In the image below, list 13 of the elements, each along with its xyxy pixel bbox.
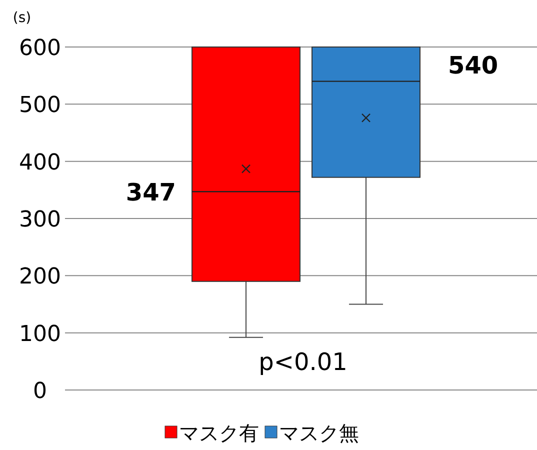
legend-label: マスク有: [179, 421, 259, 445]
y-tick-label: 0: [33, 379, 47, 404]
annotation: 347: [126, 178, 176, 207]
y-axis-title: (s): [12, 10, 32, 26]
legend-label: マスク無: [279, 421, 359, 445]
y-tick-label: 200: [19, 264, 61, 290]
y-tick-label: 300: [19, 208, 61, 232]
annotation: p<0.01: [258, 348, 348, 376]
y-tick-label: 600: [19, 36, 61, 61]
y-tick-label: 500: [19, 93, 61, 118]
y-tick-label: 400: [19, 150, 61, 176]
annotation: 540: [448, 51, 498, 80]
y-tick-label: 100: [19, 322, 61, 347]
